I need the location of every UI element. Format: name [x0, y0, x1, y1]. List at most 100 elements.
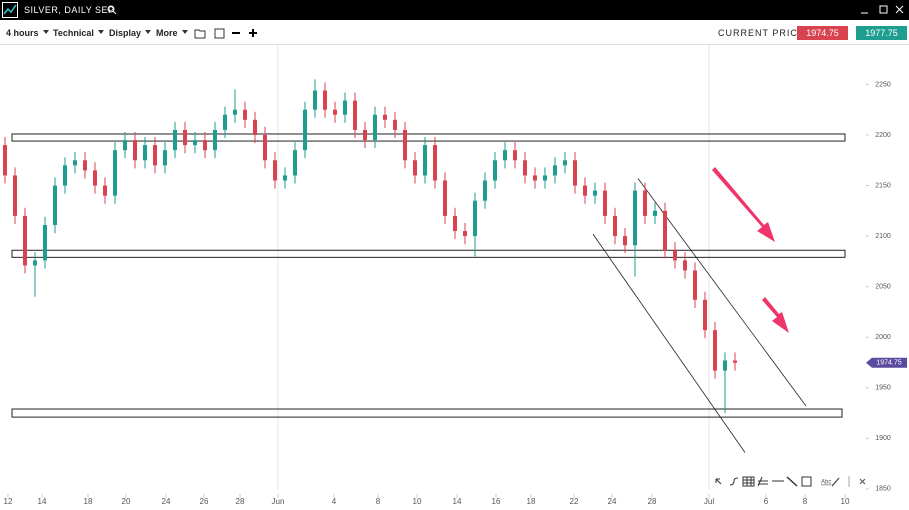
candle-body [233, 109, 237, 115]
candle-body [333, 109, 337, 115]
candle-body [253, 119, 257, 135]
candle-body [483, 180, 487, 201]
logo [2, 2, 18, 18]
instrument-title: SILVER, DAILY SEP [24, 5, 115, 15]
x-tick-label: 28 [648, 497, 657, 506]
candle-body [723, 360, 727, 371]
menu[interactable]: Technical [53, 28, 104, 38]
candle-body [113, 150, 117, 196]
x-tick-label: 20 [122, 497, 131, 506]
drawing-toolbar[interactable]: Abc [715, 476, 866, 487]
candle-body [363, 129, 367, 141]
candle-body [163, 150, 167, 166]
chart: Abc 1850 1900 1950 2000 2050 2100 2150 2200 2250… [3, 45, 907, 506]
candle-body [383, 114, 387, 120]
menu[interactable]: Display [109, 28, 151, 38]
candle-body [693, 270, 697, 300]
candle-body [203, 140, 207, 151]
title-bar: SILVER, DAILY SEP [0, 0, 909, 20]
text-tool[interactable]: Abc [821, 480, 831, 486]
candle-body [393, 119, 397, 130]
x-tick-label: Jun [272, 497, 285, 506]
candle-body [583, 185, 587, 196]
x-tick-label: 6 [764, 497, 769, 506]
candle-body [653, 210, 657, 216]
candle-body [663, 210, 667, 251]
candle-body [683, 260, 687, 271]
x-tick-label: 8 [376, 497, 381, 506]
menu[interactable]: 4 hours [6, 28, 49, 38]
candle-body [553, 165, 557, 176]
y-tick-label: 2000 [875, 334, 891, 341]
y-tick-label: 2100 [875, 233, 891, 240]
candle-body [93, 170, 97, 186]
candle-body [143, 145, 147, 161]
candle-body [73, 160, 77, 166]
x-tick-label: 26 [200, 497, 209, 506]
candle-body [673, 250, 677, 261]
candle-body [573, 160, 577, 186]
x-tick-label: 16 [492, 497, 501, 506]
candle-body [153, 145, 157, 166]
candle-body [563, 160, 567, 166]
tool-icons[interactable] [193, 26, 263, 40]
x-tick-label: 24 [162, 497, 171, 506]
candle-body [283, 175, 287, 181]
candle-body [463, 231, 467, 237]
candle-body [523, 160, 527, 176]
candle-body [13, 175, 17, 216]
current-price-label: CURRENT PRICE: [718, 28, 809, 38]
candle-body [123, 140, 127, 151]
candle-body [323, 90, 327, 110]
candle-body [703, 299, 707, 331]
candle-body [603, 190, 607, 216]
x-tick-label: 14 [453, 497, 462, 506]
candle-body [593, 190, 597, 196]
y-tick-label: 2200 [875, 132, 891, 139]
candle-body [403, 129, 407, 161]
y-tick-label: 2150 [875, 182, 891, 189]
candle-body [313, 90, 317, 110]
candle-body [303, 109, 307, 151]
menu[interactable]: More [156, 28, 188, 38]
y-tick-label: 1950 [875, 385, 891, 392]
window-controls[interactable] [858, 3, 908, 17]
candle-body [223, 114, 227, 130]
x-tick-label: Jul [704, 497, 714, 506]
candle-body [53, 185, 57, 225]
candle-body [533, 175, 537, 181]
candle-body [343, 100, 347, 115]
buy-price[interactable]: 1977.75 [856, 26, 907, 40]
x-tick-label: 22 [570, 497, 579, 506]
candle-body [633, 190, 637, 246]
sell-price[interactable]: 1974.75 [797, 26, 848, 40]
x-tick-label: 4 [332, 497, 337, 506]
candle-body [33, 260, 37, 266]
candle-body [453, 215, 457, 232]
support-zone [11, 249, 846, 258]
support-zone [11, 408, 843, 418]
candle-body [263, 134, 267, 161]
trend-line [592, 233, 746, 453]
last-price-tag [866, 357, 907, 368]
x-tick-label: 12 [4, 497, 13, 506]
candle-body [43, 224, 47, 261]
candle-body [193, 140, 197, 146]
annotation-arrows [712, 167, 789, 333]
candle-body [443, 180, 447, 216]
candle-body [373, 114, 377, 141]
y-tick-label: 1850 [875, 486, 891, 493]
y-tick-label: 2250 [875, 81, 891, 88]
candle-body [613, 215, 617, 237]
x-tick-label: 18 [527, 497, 536, 506]
x-tick-label: 14 [38, 497, 47, 506]
candle-body [513, 150, 517, 161]
candle-body [643, 190, 647, 216]
candle-body [63, 165, 67, 186]
candle-body [423, 145, 427, 176]
candle-body [543, 175, 547, 181]
candle-body [353, 100, 357, 130]
search-icon[interactable] [107, 5, 117, 15]
candle-body [103, 185, 107, 196]
